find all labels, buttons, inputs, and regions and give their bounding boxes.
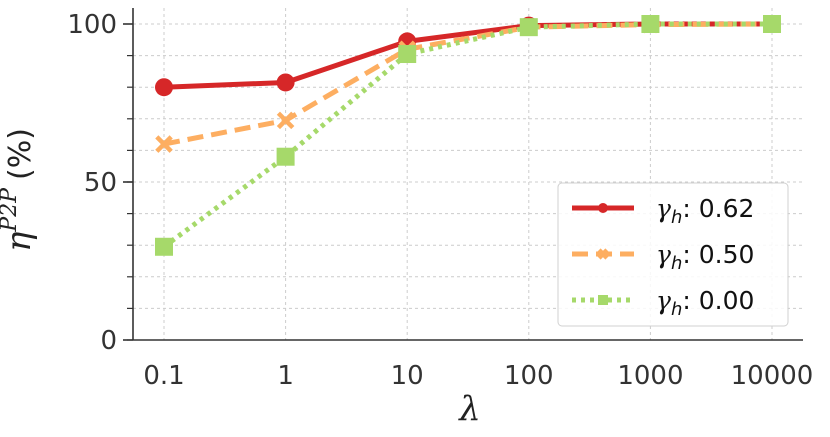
marker-stroke <box>276 111 295 130</box>
legend-marker <box>598 203 608 213</box>
y-axis-label-unit: (%) <box>3 128 38 180</box>
legend-marker <box>598 295 608 305</box>
legend-box <box>557 182 789 327</box>
series-layer <box>155 15 781 256</box>
data-point <box>155 237 173 256</box>
marker-stroke <box>155 135 173 153</box>
svg-text:ηP2P(%): ηP2P (%) <box>0 128 39 252</box>
legend-label: γh: 0.00 <box>656 286 754 320</box>
legend-item: γh: 0.50 <box>572 240 754 274</box>
x-tick-label: 10 <box>391 361 424 391</box>
legend: γh: 0.62 γh: 0.50 γh: 0.00 <box>557 182 789 327</box>
y-axis-label-sup: P2P <box>0 187 22 233</box>
data-point <box>641 15 660 33</box>
x-tick-label: 0.1 <box>143 361 184 391</box>
data-point <box>398 45 417 64</box>
y-axis-label: ηP2P (%) <box>0 128 39 252</box>
data-point <box>276 111 295 130</box>
legend-label: γh: 0.62 <box>656 194 754 228</box>
data-point <box>519 18 538 37</box>
x-tick-label: 1 <box>277 361 294 391</box>
data-point <box>763 15 781 33</box>
x-tick-label: 100 <box>504 361 554 391</box>
legend-item: γh: 0.62 <box>572 194 754 228</box>
x-tick-label: 1000 <box>617 361 683 391</box>
y-axis-label-base: η <box>0 231 39 252</box>
legend-marker <box>597 248 609 260</box>
series-line <box>162 21 772 249</box>
legend-item: γh: 0.00 <box>572 286 754 320</box>
data-point <box>276 73 295 92</box>
x-tick-label: 10000 <box>731 361 814 391</box>
marker-stroke <box>597 248 609 260</box>
y-tick-label: 100 <box>67 10 117 40</box>
series-2 <box>155 15 781 256</box>
y-tick-label: 0 <box>100 326 117 356</box>
y-tick-label: 50 <box>84 168 117 198</box>
data-point <box>276 147 295 166</box>
tick-labels: 0.1 1 10 100 1000 10000 0 50 100 <box>67 10 813 391</box>
data-point <box>155 78 173 97</box>
data-point <box>155 135 173 153</box>
legend-label: γh: 0.50 <box>656 240 754 274</box>
axes <box>123 8 803 341</box>
x-axis-label: λ <box>457 389 481 429</box>
